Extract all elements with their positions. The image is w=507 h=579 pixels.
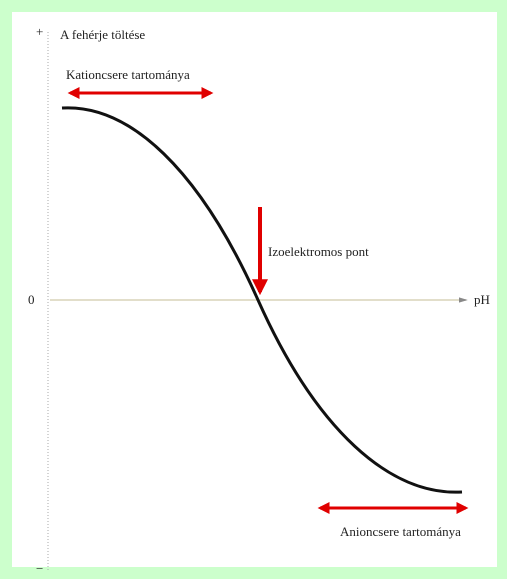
y-plus: + [36, 24, 43, 39]
charge-curve [61, 106, 463, 494]
y-zero: 0 [28, 292, 35, 307]
x-axis-label: pH [474, 292, 490, 307]
y-minus: − [36, 561, 43, 576]
cation-label: Kationcsere tartománya [66, 67, 190, 82]
y-axis-label: A fehérje töltése [60, 27, 145, 42]
anion-label: Anioncsere tartománya [340, 524, 461, 539]
isoelectric-label: Izoelektromos pont [268, 244, 369, 259]
